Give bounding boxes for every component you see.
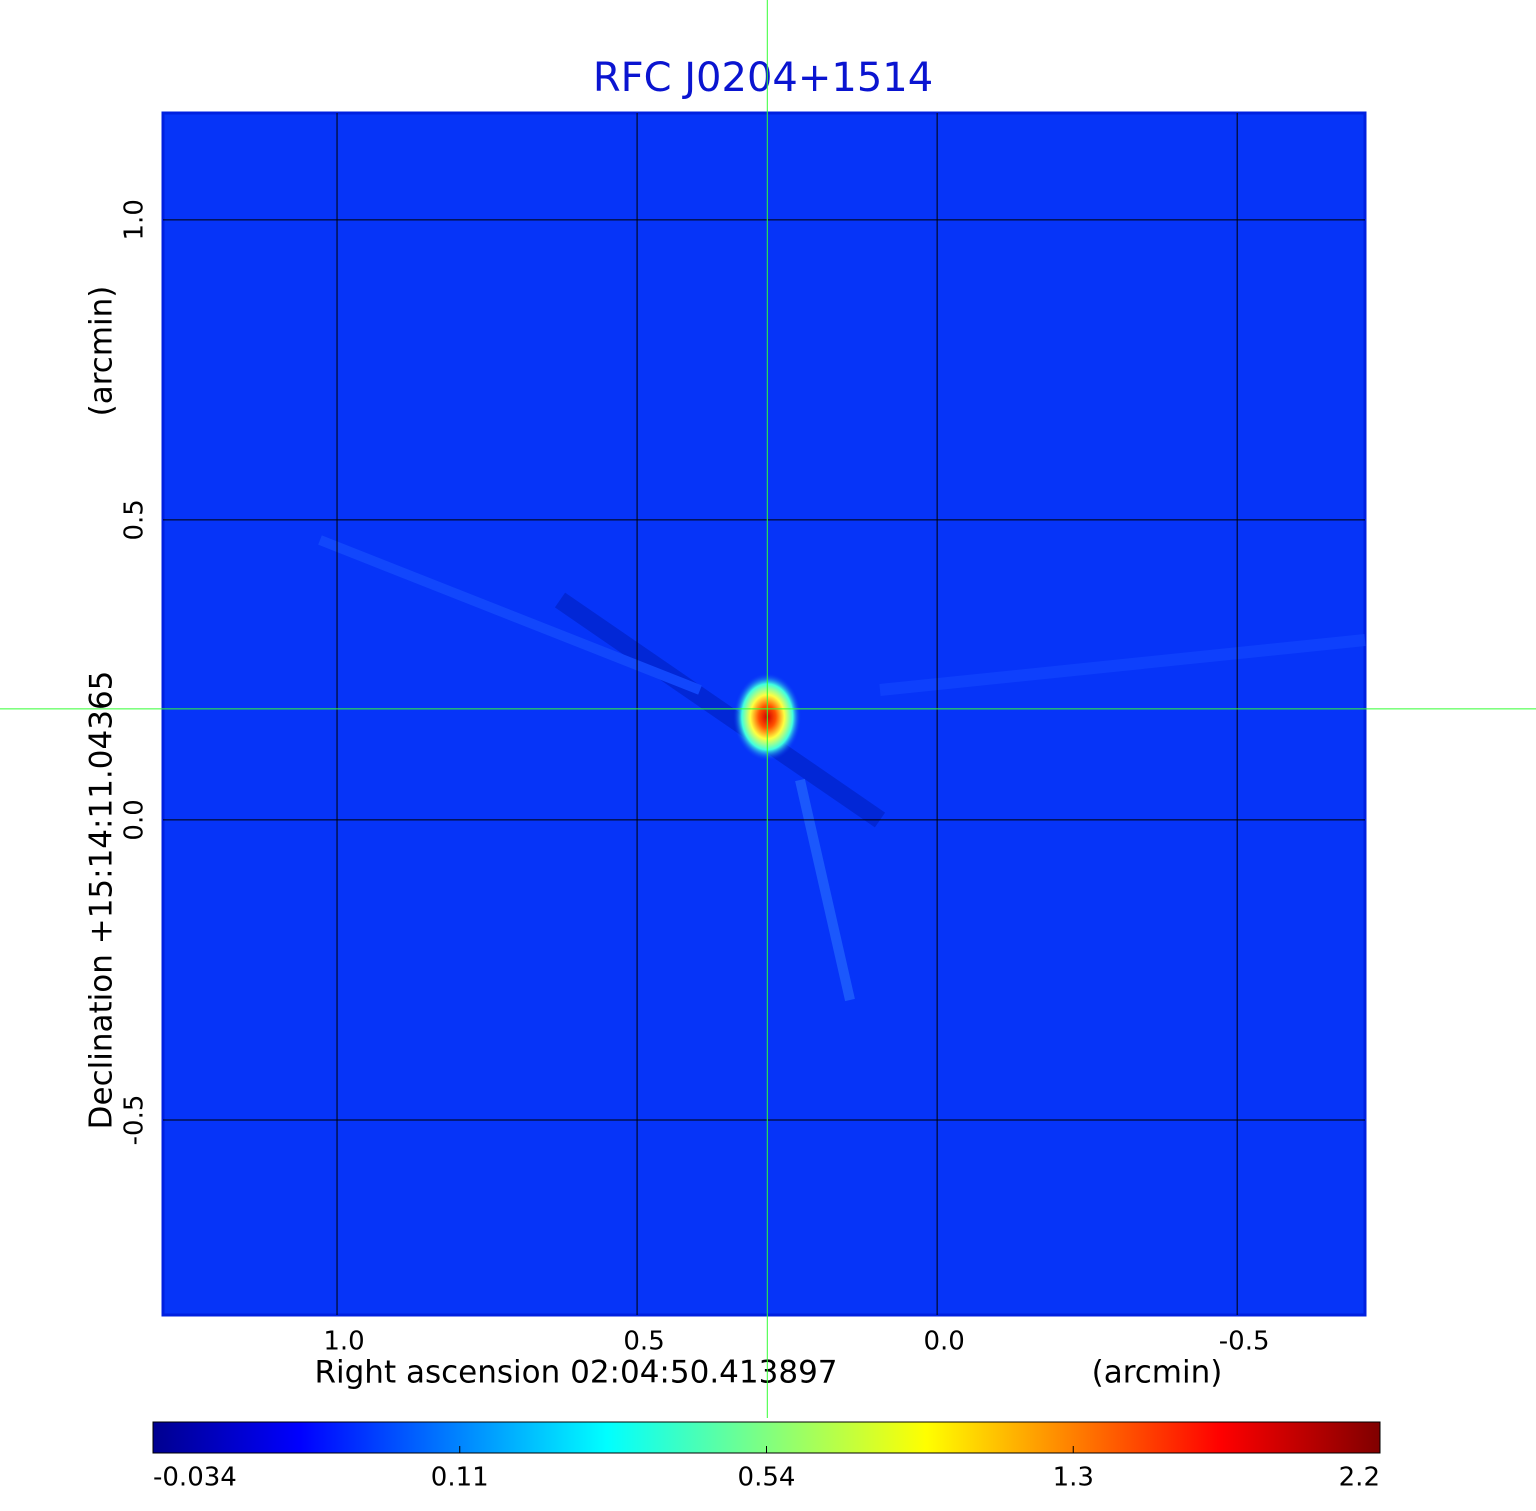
y-tick-label: -0.5: [120, 1095, 150, 1146]
colorbar-tick-label: 1.3: [1053, 1463, 1094, 1493]
x-tick-label: -0.5: [1219, 1327, 1270, 1357]
y-tick-label: 0.5: [120, 499, 150, 540]
y-axis-label: Declination +15:14:11.04365: [84, 671, 120, 1130]
x-axis-unit: (arcmin): [1092, 1355, 1223, 1391]
x-tick-label: 0.0: [923, 1327, 964, 1357]
x-axis-label: Right ascension 02:04:50.413897: [314, 1355, 837, 1391]
chart-title: RFC J0204+1514: [593, 55, 933, 101]
y-tick-label: 0.0: [120, 799, 150, 840]
colorbar-tick-label: 2.2: [1339, 1463, 1380, 1493]
y-axis-unit: (arcmin): [84, 286, 120, 417]
colorbar-tick-label: 0.11: [431, 1463, 489, 1493]
colorbar-tick-label: 0.54: [738, 1463, 796, 1493]
x-tick-label: 1.0: [323, 1327, 364, 1357]
x-tick-label: 0.5: [623, 1327, 664, 1357]
y-tick-label: 1.0: [120, 199, 150, 240]
colorbar-tick-label: -0.034: [153, 1463, 237, 1493]
